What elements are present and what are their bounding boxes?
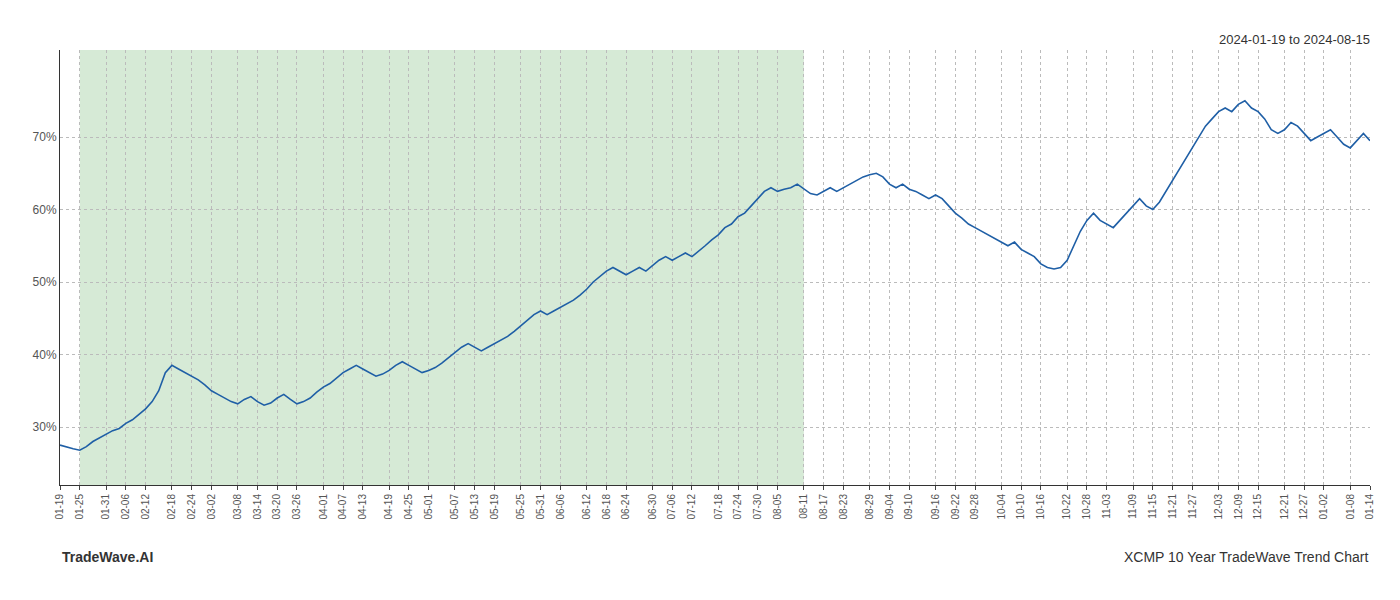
svg-text:01-02: 01-02 [1318, 494, 1329, 520]
svg-text:11-03: 11-03 [1101, 494, 1112, 519]
svg-text:05-31: 05-31 [535, 494, 546, 520]
svg-text:01-14: 01-14 [1364, 494, 1375, 520]
svg-text:11-21: 11-21 [1167, 494, 1178, 519]
svg-text:50%: 50% [33, 275, 57, 289]
svg-text:05-13: 05-13 [469, 494, 480, 520]
svg-text:03-08: 03-08 [232, 494, 243, 520]
svg-text:01-19: 01-19 [54, 494, 65, 520]
svg-text:08-29: 08-29 [864, 494, 875, 520]
svg-text:03-26: 03-26 [291, 494, 302, 520]
svg-text:03-20: 03-20 [271, 494, 282, 520]
svg-text:40%: 40% [33, 348, 57, 362]
svg-text:10-10: 10-10 [1015, 494, 1026, 520]
svg-text:02-06: 02-06 [120, 494, 131, 520]
svg-text:12-09: 12-09 [1233, 494, 1244, 520]
svg-text:01-25: 01-25 [74, 494, 85, 520]
svg-text:07-12: 07-12 [686, 494, 697, 520]
svg-text:09-10: 09-10 [903, 494, 914, 520]
svg-text:11-15: 11-15 [1147, 494, 1158, 519]
svg-text:TradeWave.AI: TradeWave.AI [62, 549, 153, 565]
svg-text:05-01: 05-01 [423, 494, 434, 520]
svg-text:07-30: 07-30 [752, 494, 763, 520]
svg-text:02-24: 02-24 [186, 494, 197, 520]
svg-text:06-30: 06-30 [647, 494, 658, 520]
svg-text:12-27: 12-27 [1298, 494, 1309, 520]
svg-text:10-16: 10-16 [1035, 494, 1046, 520]
svg-text:11-27: 11-27 [1187, 494, 1198, 519]
svg-text:07-18: 07-18 [713, 494, 724, 520]
svg-text:05-25: 05-25 [515, 494, 526, 520]
svg-text:10-22: 10-22 [1061, 494, 1072, 520]
svg-text:2024-01-19 to 2024-08-15: 2024-01-19 to 2024-08-15 [1219, 32, 1370, 47]
svg-text:XCMP 10 Year TradeWave Trend C: XCMP 10 Year TradeWave Trend Chart [1124, 549, 1368, 565]
svg-text:09-16: 09-16 [930, 494, 941, 520]
svg-text:04-01: 04-01 [318, 494, 329, 520]
svg-text:08-23: 08-23 [838, 494, 849, 520]
svg-text:03-02: 03-02 [206, 494, 217, 520]
svg-text:10-04: 10-04 [996, 494, 1007, 520]
svg-text:60%: 60% [33, 203, 57, 217]
svg-text:09-04: 09-04 [884, 494, 895, 520]
svg-text:02-18: 02-18 [166, 494, 177, 520]
svg-text:08-11: 08-11 [798, 494, 809, 519]
svg-text:05-19: 05-19 [489, 494, 500, 520]
svg-text:06-24: 06-24 [620, 494, 631, 520]
svg-text:04-25: 04-25 [403, 494, 414, 520]
svg-text:12-03: 12-03 [1213, 494, 1224, 520]
svg-text:09-28: 09-28 [969, 494, 980, 520]
svg-text:10-28: 10-28 [1081, 494, 1092, 520]
svg-text:06-06: 06-06 [555, 494, 566, 520]
svg-text:11-09: 11-09 [1127, 494, 1138, 519]
svg-text:70%: 70% [33, 130, 57, 144]
svg-text:08-17: 08-17 [818, 494, 829, 520]
svg-text:04-13: 04-13 [357, 494, 368, 520]
svg-text:07-24: 07-24 [732, 494, 743, 520]
svg-text:03-14: 03-14 [252, 494, 263, 520]
svg-text:04-07: 04-07 [337, 494, 348, 520]
svg-text:06-18: 06-18 [601, 494, 612, 520]
svg-text:06-12: 06-12 [581, 494, 592, 520]
svg-text:01-08: 01-08 [1345, 494, 1356, 520]
svg-text:02-12: 02-12 [140, 494, 151, 520]
svg-text:01-31: 01-31 [100, 494, 111, 520]
svg-text:12-21: 12-21 [1279, 494, 1290, 520]
svg-text:04-19: 04-19 [383, 494, 394, 520]
svg-text:08-05: 08-05 [772, 494, 783, 520]
svg-text:12-15: 12-15 [1252, 494, 1263, 520]
svg-text:30%: 30% [33, 420, 57, 434]
svg-text:09-22: 09-22 [950, 494, 961, 520]
svg-text:05-07: 05-07 [449, 494, 460, 520]
svg-text:07-06: 07-06 [666, 494, 677, 520]
